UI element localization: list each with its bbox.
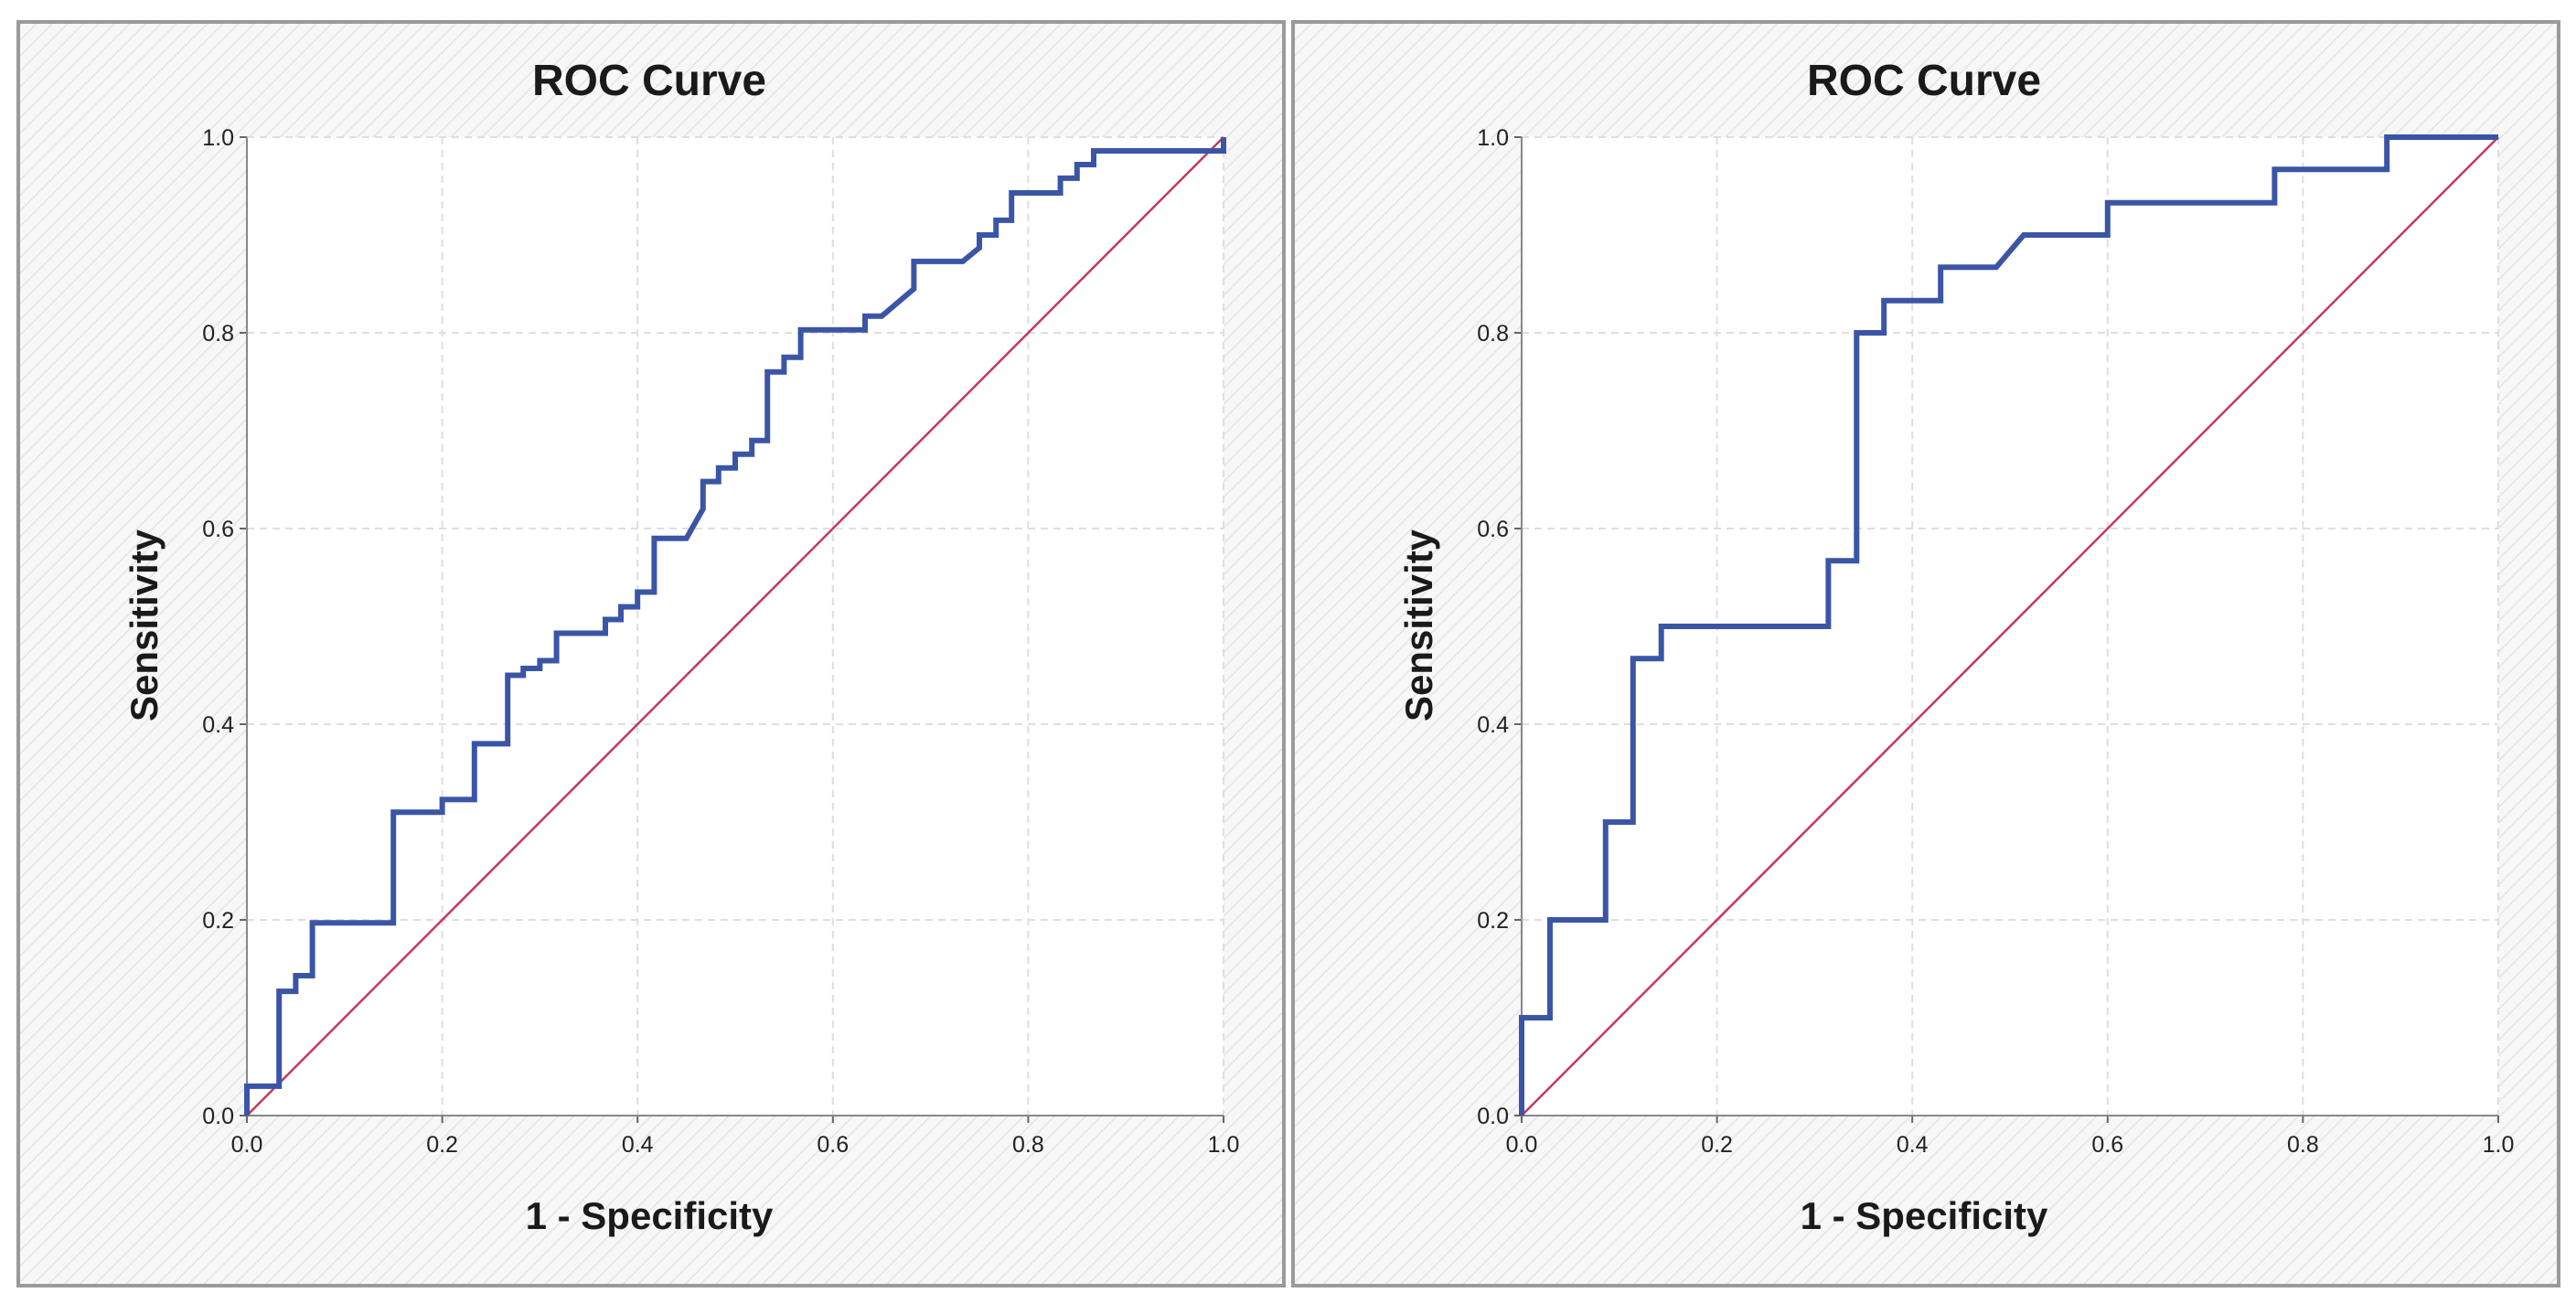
y-tick-label: 0.6: [202, 517, 234, 542]
roc-chart-left: ROC Curve 1 - Specificity Sensitivity 0.…: [20, 24, 1282, 1284]
y-tick-label: 0.2: [1477, 908, 1509, 934]
x-tick-label: 0.0: [1506, 1132, 1538, 1158]
x-tick-label: 0.2: [426, 1132, 458, 1158]
chart-title: ROC Curve: [532, 57, 766, 105]
y-tick-label: 1.0: [1477, 125, 1509, 151]
y-tick-label: 0.8: [202, 321, 234, 347]
y-tick-label: 0.6: [1477, 517, 1509, 542]
y-axis-label: Sensitivity: [123, 529, 166, 721]
y-tick-label: 0.8: [1477, 321, 1509, 347]
x-tick-label: 0.0: [231, 1132, 263, 1158]
y-tick-label: 0.2: [202, 908, 234, 934]
y-tick-label: 1.0: [202, 125, 234, 151]
x-axis-label: 1 - Specificity: [526, 1194, 774, 1237]
x-tick-label: 0.4: [1897, 1132, 1929, 1158]
y-tick-label: 0.4: [1477, 712, 1509, 738]
y-tick-label: 0.0: [1477, 1104, 1509, 1129]
y-tick-label: 0.4: [202, 712, 234, 738]
x-tick-label: 0.8: [2287, 1132, 2319, 1158]
reference-line: [246, 136, 1224, 1116]
x-tick-label: 1.0: [1208, 1132, 1240, 1158]
x-tick-label: 0.6: [817, 1132, 849, 1158]
chart-title: ROC Curve: [1807, 57, 2041, 105]
roc-chart-right: ROC Curve 1 - Specificity Sensitivity 0.…: [1295, 24, 2557, 1284]
y-axis-label: Sensitivity: [1397, 529, 1440, 721]
x-tick-label: 0.2: [1701, 1132, 1733, 1158]
reference-line: [1521, 136, 2499, 1116]
y-tick-label: 0.0: [202, 1104, 234, 1129]
x-tick-label: 1.0: [2483, 1132, 2515, 1158]
x-tick-label: 0.6: [2091, 1132, 2123, 1158]
roc-panel-left: ROC Curve 1 - Specificity Sensitivity 0.…: [16, 20, 1286, 1287]
roc-curve-line: [1519, 134, 2498, 1116]
x-axis-label: 1 - Specificity: [1801, 1194, 2048, 1237]
x-tick-label: 0.4: [622, 1132, 654, 1158]
roc-panel-right: ROC Curve 1 - Specificity Sensitivity 0.…: [1291, 20, 2560, 1287]
roc-curve-line: [244, 137, 1226, 1116]
x-tick-label: 0.8: [1012, 1132, 1044, 1158]
